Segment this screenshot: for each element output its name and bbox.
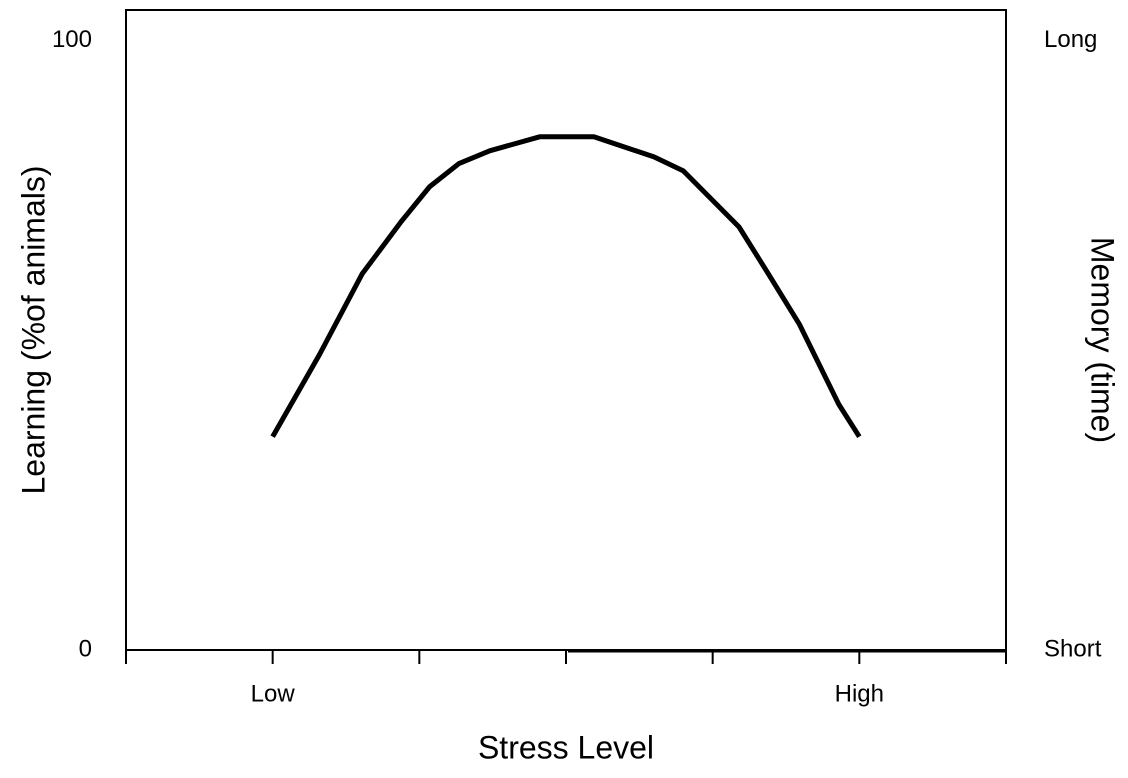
data-line xyxy=(270,134,862,439)
y2-tick-label: Long xyxy=(1044,26,1097,53)
y2-axis-title: Memory (time) xyxy=(1085,237,1121,443)
y-tick-label: 0 xyxy=(79,635,92,662)
x-tick-label: Low xyxy=(251,680,296,707)
x-tick-label: High xyxy=(835,680,884,707)
x-axis-title: Stress Level xyxy=(478,729,654,765)
plot-frame xyxy=(125,9,1007,650)
y-axis-title: Learning (%of animals) xyxy=(15,165,51,494)
y2-tick-label: Short xyxy=(1044,635,1102,662)
y-tick-label: 100 xyxy=(52,26,92,53)
